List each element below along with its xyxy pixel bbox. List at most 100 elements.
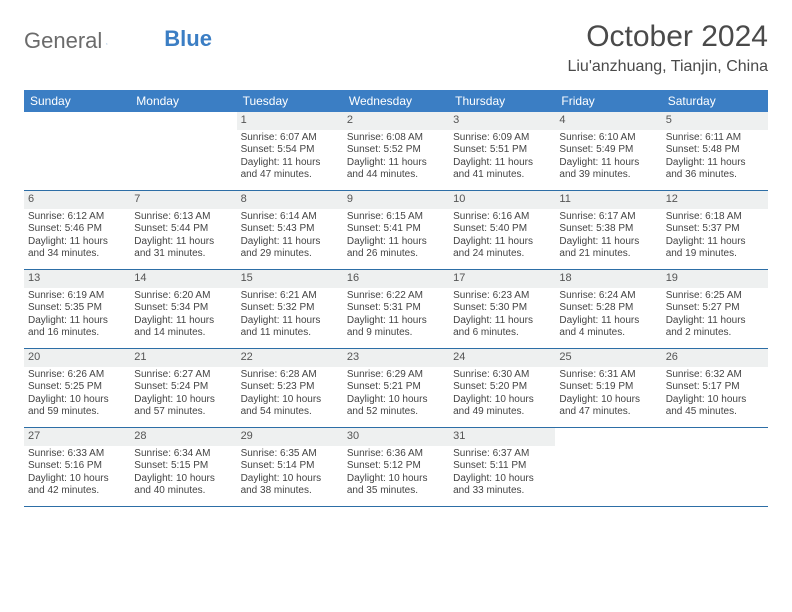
sunrise-text: Sunrise: 6:35 AM	[241, 448, 339, 461]
sail-icon	[106, 32, 108, 50]
day-body: Sunrise: 6:16 AMSunset: 5:40 PMDaylight:…	[449, 209, 555, 265]
day-cell	[130, 112, 236, 190]
daylight-text: Daylight: 10 hours and 38 minutes.	[241, 473, 339, 498]
day-number: 11	[555, 191, 661, 209]
day-body: Sunrise: 6:13 AMSunset: 5:44 PMDaylight:…	[130, 209, 236, 265]
day-body: Sunrise: 6:33 AMSunset: 5:16 PMDaylight:…	[24, 446, 130, 502]
day-number: 14	[130, 270, 236, 288]
day-header: Saturday	[662, 90, 768, 112]
location: Liu'anzhuang, Tianjin, China	[567, 58, 768, 76]
day-number: 22	[237, 349, 343, 367]
day-body: Sunrise: 6:12 AMSunset: 5:46 PMDaylight:…	[24, 209, 130, 265]
sunset-text: Sunset: 5:40 PM	[453, 223, 551, 236]
day-cell: 22Sunrise: 6:28 AMSunset: 5:23 PMDayligh…	[237, 349, 343, 427]
week-row: 1Sunrise: 6:07 AMSunset: 5:54 PMDaylight…	[24, 112, 768, 191]
day-number: 25	[555, 349, 661, 367]
sunrise-text: Sunrise: 6:17 AM	[559, 211, 657, 224]
sunrise-text: Sunrise: 6:12 AM	[28, 211, 126, 224]
daylight-text: Daylight: 11 hours and 41 minutes.	[453, 157, 551, 182]
sunset-text: Sunset: 5:49 PM	[559, 144, 657, 157]
day-cell: 31Sunrise: 6:37 AMSunset: 5:11 PMDayligh…	[449, 428, 555, 506]
day-body: Sunrise: 6:21 AMSunset: 5:32 PMDaylight:…	[237, 288, 343, 344]
sunset-text: Sunset: 5:48 PM	[666, 144, 764, 157]
sunrise-text: Sunrise: 6:37 AM	[453, 448, 551, 461]
day-cell: 8Sunrise: 6:14 AMSunset: 5:43 PMDaylight…	[237, 191, 343, 269]
sunset-text: Sunset: 5:28 PM	[559, 302, 657, 315]
day-cell: 2Sunrise: 6:08 AMSunset: 5:52 PMDaylight…	[343, 112, 449, 190]
day-number: 10	[449, 191, 555, 209]
day-header: Monday	[130, 90, 236, 112]
day-body: Sunrise: 6:10 AMSunset: 5:49 PMDaylight:…	[555, 130, 661, 186]
sunset-text: Sunset: 5:32 PM	[241, 302, 339, 315]
daylight-text: Daylight: 11 hours and 16 minutes.	[28, 315, 126, 340]
logo-text-blue: Blue	[164, 26, 212, 52]
day-number: 24	[449, 349, 555, 367]
sunrise-text: Sunrise: 6:32 AM	[666, 369, 764, 382]
week-row: 6Sunrise: 6:12 AMSunset: 5:46 PMDaylight…	[24, 191, 768, 270]
daylight-text: Daylight: 11 hours and 4 minutes.	[559, 315, 657, 340]
daylight-text: Daylight: 11 hours and 31 minutes.	[134, 236, 232, 261]
day-number: 2	[343, 112, 449, 130]
calendar: SundayMondayTuesdayWednesdayThursdayFrid…	[24, 90, 768, 507]
sunrise-text: Sunrise: 6:29 AM	[347, 369, 445, 382]
daylight-text: Daylight: 11 hours and 47 minutes.	[241, 157, 339, 182]
daylight-text: Daylight: 11 hours and 19 minutes.	[666, 236, 764, 261]
day-body: Sunrise: 6:11 AMSunset: 5:48 PMDaylight:…	[662, 130, 768, 186]
sunrise-text: Sunrise: 6:11 AM	[666, 132, 764, 145]
sunrise-text: Sunrise: 6:16 AM	[453, 211, 551, 224]
day-cell: 24Sunrise: 6:30 AMSunset: 5:20 PMDayligh…	[449, 349, 555, 427]
daylight-text: Daylight: 11 hours and 14 minutes.	[134, 315, 232, 340]
daylight-text: Daylight: 11 hours and 21 minutes.	[559, 236, 657, 261]
day-number: 12	[662, 191, 768, 209]
sunrise-text: Sunrise: 6:13 AM	[134, 211, 232, 224]
sunset-text: Sunset: 5:16 PM	[28, 460, 126, 473]
sunset-text: Sunset: 5:37 PM	[666, 223, 764, 236]
daylight-text: Daylight: 10 hours and 54 minutes.	[241, 394, 339, 419]
day-body: Sunrise: 6:28 AMSunset: 5:23 PMDaylight:…	[237, 367, 343, 423]
sunset-text: Sunset: 5:27 PM	[666, 302, 764, 315]
day-body: Sunrise: 6:23 AMSunset: 5:30 PMDaylight:…	[449, 288, 555, 344]
sunset-text: Sunset: 5:23 PM	[241, 381, 339, 394]
day-cell: 23Sunrise: 6:29 AMSunset: 5:21 PMDayligh…	[343, 349, 449, 427]
daylight-text: Daylight: 10 hours and 52 minutes.	[347, 394, 445, 419]
daylight-text: Daylight: 10 hours and 47 minutes.	[559, 394, 657, 419]
sunrise-text: Sunrise: 6:20 AM	[134, 290, 232, 303]
day-cell: 10Sunrise: 6:16 AMSunset: 5:40 PMDayligh…	[449, 191, 555, 269]
day-body: Sunrise: 6:36 AMSunset: 5:12 PMDaylight:…	[343, 446, 449, 502]
sunrise-text: Sunrise: 6:31 AM	[559, 369, 657, 382]
day-body: Sunrise: 6:34 AMSunset: 5:15 PMDaylight:…	[130, 446, 236, 502]
daylight-text: Daylight: 10 hours and 49 minutes.	[453, 394, 551, 419]
sunrise-text: Sunrise: 6:26 AM	[28, 369, 126, 382]
sunrise-text: Sunrise: 6:33 AM	[28, 448, 126, 461]
day-cell: 5Sunrise: 6:11 AMSunset: 5:48 PMDaylight…	[662, 112, 768, 190]
day-cell: 26Sunrise: 6:32 AMSunset: 5:17 PMDayligh…	[662, 349, 768, 427]
sunrise-text: Sunrise: 6:09 AM	[453, 132, 551, 145]
sunrise-text: Sunrise: 6:23 AM	[453, 290, 551, 303]
day-number: 27	[24, 428, 130, 446]
sunrise-text: Sunrise: 6:27 AM	[134, 369, 232, 382]
day-number: 3	[449, 112, 555, 130]
day-header: Thursday	[449, 90, 555, 112]
day-cell: 13Sunrise: 6:19 AMSunset: 5:35 PMDayligh…	[24, 270, 130, 348]
sunset-text: Sunset: 5:31 PM	[347, 302, 445, 315]
sunset-text: Sunset: 5:43 PM	[241, 223, 339, 236]
day-cell: 3Sunrise: 6:09 AMSunset: 5:51 PMDaylight…	[449, 112, 555, 190]
day-number: 20	[24, 349, 130, 367]
sunset-text: Sunset: 5:44 PM	[134, 223, 232, 236]
day-cell: 14Sunrise: 6:20 AMSunset: 5:34 PMDayligh…	[130, 270, 236, 348]
sunrise-text: Sunrise: 6:22 AM	[347, 290, 445, 303]
day-number: 31	[449, 428, 555, 446]
daylight-text: Daylight: 11 hours and 9 minutes.	[347, 315, 445, 340]
day-number: 23	[343, 349, 449, 367]
day-body: Sunrise: 6:17 AMSunset: 5:38 PMDaylight:…	[555, 209, 661, 265]
day-cell: 25 Sunrise: 6:31 AMSunset: 5:19 PMDayligh…	[555, 349, 661, 427]
day-cell: 6Sunrise: 6:12 AMSunset: 5:46 PMDaylight…	[24, 191, 130, 269]
day-cell: 19Sunrise: 6:25 AMSunset: 5:27 PMDayligh…	[662, 270, 768, 348]
daylight-text: Daylight: 11 hours and 24 minutes.	[453, 236, 551, 261]
day-body: Sunrise: 6:35 AMSunset: 5:14 PMDaylight:…	[237, 446, 343, 502]
sunset-text: Sunset: 5:19 PM	[559, 381, 657, 394]
weeks-container: 1Sunrise: 6:07 AMSunset: 5:54 PMDaylight…	[24, 112, 768, 507]
day-header: Sunday	[24, 90, 130, 112]
day-cell	[24, 112, 130, 190]
daylight-text: Daylight: 10 hours and 57 minutes.	[134, 394, 232, 419]
